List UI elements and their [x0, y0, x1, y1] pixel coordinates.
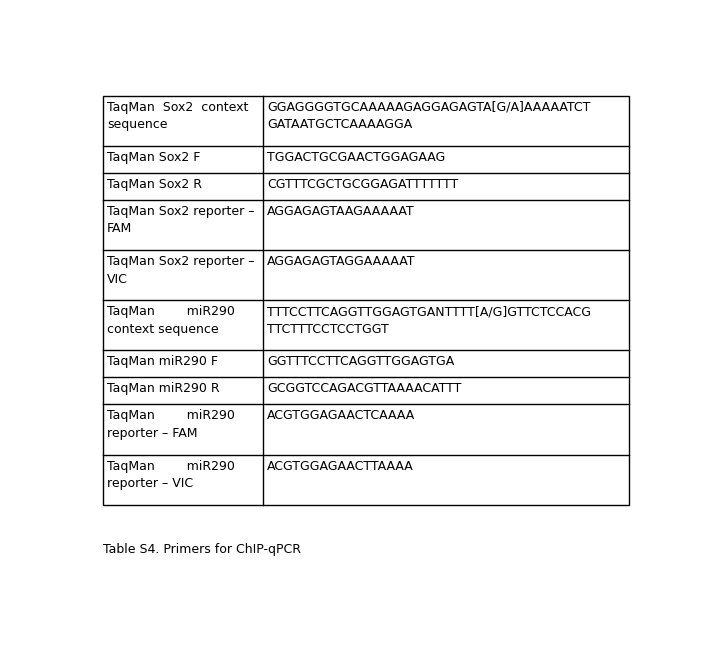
Text: TaqMan miR290 F: TaqMan miR290 F — [107, 355, 218, 368]
Text: AGGAGAGTAGGAAAAAT: AGGAGAGTAGGAAAAAT — [267, 255, 416, 268]
Text: FAM: FAM — [107, 223, 132, 236]
Text: VIC: VIC — [107, 273, 128, 286]
Text: reporter – FAM: reporter – FAM — [107, 427, 198, 440]
Text: context sequence: context sequence — [107, 323, 218, 336]
Text: reporter – VIC: reporter – VIC — [107, 477, 193, 490]
Text: TaqMan Sox2 reporter –: TaqMan Sox2 reporter – — [107, 255, 254, 268]
Text: ACGTGGAGAACTCAAAA: ACGTGGAGAACTCAAAA — [267, 409, 416, 422]
Bar — [103, 96, 629, 505]
Text: TaqMan        miR290: TaqMan miR290 — [107, 409, 235, 422]
Text: TaqMan  Sox2  context: TaqMan Sox2 context — [107, 101, 248, 114]
Text: GGTTTCCTTCAGGTTGGAGTGA: GGTTTCCTTCAGGTTGGAGTGA — [267, 355, 455, 368]
Text: TaqMan        miR290: TaqMan miR290 — [107, 460, 235, 473]
Text: Table S4. Primers for ChIP-qPCR: Table S4. Primers for ChIP-qPCR — [103, 544, 301, 557]
Text: GATAATGCTCAAAAGGA: GATAATGCTCAAAAGGA — [267, 118, 413, 132]
Text: TTCTTTCCTCCTGGT: TTCTTTCCTCCTGGT — [267, 323, 389, 336]
Text: TaqMan miR290 R: TaqMan miR290 R — [107, 382, 220, 395]
Text: TTTCCTTCAGGTTGGAGTGANTTTT[A/G]GTTCTCCACG: TTTCCTTCAGGTTGGAGTGANTTTT[A/G]GTTCTCCACG — [267, 305, 591, 318]
Text: TaqMan Sox2 F: TaqMan Sox2 F — [107, 151, 201, 164]
Text: GCGGTCCAGACGTTAAAACATTT: GCGGTCCAGACGTTAAAACATTT — [267, 382, 462, 395]
Text: TGGACTGCGAACTGGAGAAG: TGGACTGCGAACTGGAGAAG — [267, 151, 446, 164]
Text: CGTTTCGCTGCGGAGATTTTTTT: CGTTTCGCTGCGGAGATTTTTTT — [267, 178, 458, 191]
Text: TaqMan        miR290: TaqMan miR290 — [107, 305, 235, 318]
Text: ACGTGGAGAACTTAAAA: ACGTGGAGAACTTAAAA — [267, 460, 414, 473]
Text: GGAGGGGTGCAAAAAGAGGAGAGTA[G/A]AAAAATCT: GGAGGGGTGCAAAAAGAGGAGAGTA[G/A]AAAAATCT — [267, 101, 590, 114]
Text: sequence: sequence — [107, 118, 168, 132]
Text: TaqMan Sox2 R: TaqMan Sox2 R — [107, 178, 202, 191]
Text: TaqMan Sox2 reporter –: TaqMan Sox2 reporter – — [107, 205, 254, 218]
Text: AGGAGAGTAAGAAAAAT: AGGAGAGTAAGAAAAAT — [267, 205, 415, 218]
